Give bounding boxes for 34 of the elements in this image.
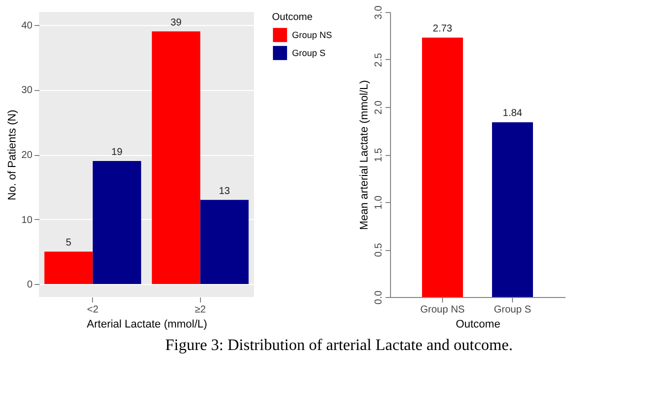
y-tick-label: 3.0 <box>374 5 384 20</box>
y-tick-label: 30 <box>21 85 33 96</box>
caption: Figure 3: Distribution of arterial Lactate and outcome. <box>165 337 513 354</box>
y-tick-label: 1.5 <box>374 148 384 162</box>
x-tick-label: ≥2 <box>194 304 206 316</box>
data-label: 1.84 <box>502 108 523 120</box>
bar <box>92 160 142 284</box>
y-tick-label: 40 <box>21 20 33 32</box>
x-axis-title: Arterial Lactate (mmol/L) <box>86 318 208 330</box>
y-tick-label: 2.5 <box>374 52 384 67</box>
data-label: 5 <box>66 238 72 249</box>
bar <box>200 200 249 284</box>
y-tick-label: 0.0 <box>374 290 384 304</box>
y-tick-label: 20 <box>21 150 33 161</box>
legend-title: Outcome <box>272 12 314 23</box>
data-label: 2.73 <box>432 24 453 35</box>
x-axis-title: Outcome <box>456 318 500 330</box>
y-tick-label: 0 <box>26 280 33 291</box>
y-axis-title: No. of Patients (N) <box>6 110 18 200</box>
x-tick-label: <2 <box>87 304 99 316</box>
bar <box>152 31 200 284</box>
y-tick-label: 0.5 <box>374 242 384 257</box>
x-tick-label: Group NS <box>420 304 466 316</box>
x-tick-label: Group S <box>494 304 532 316</box>
data-label: 39 <box>170 17 182 28</box>
bar <box>44 252 93 284</box>
y-axis-title: Mean arterial Lactate (mmol/L) <box>358 80 370 230</box>
y-tick-label: 10 <box>21 214 33 226</box>
legend-label: Group NS <box>292 30 332 40</box>
data-label: 13 <box>218 186 230 197</box>
legend-label: Group S <box>292 48 326 58</box>
y-tick-label: 1.0 <box>374 195 384 210</box>
data-label: 19 <box>111 146 123 158</box>
y-tick-label: 2.0 <box>374 100 384 114</box>
